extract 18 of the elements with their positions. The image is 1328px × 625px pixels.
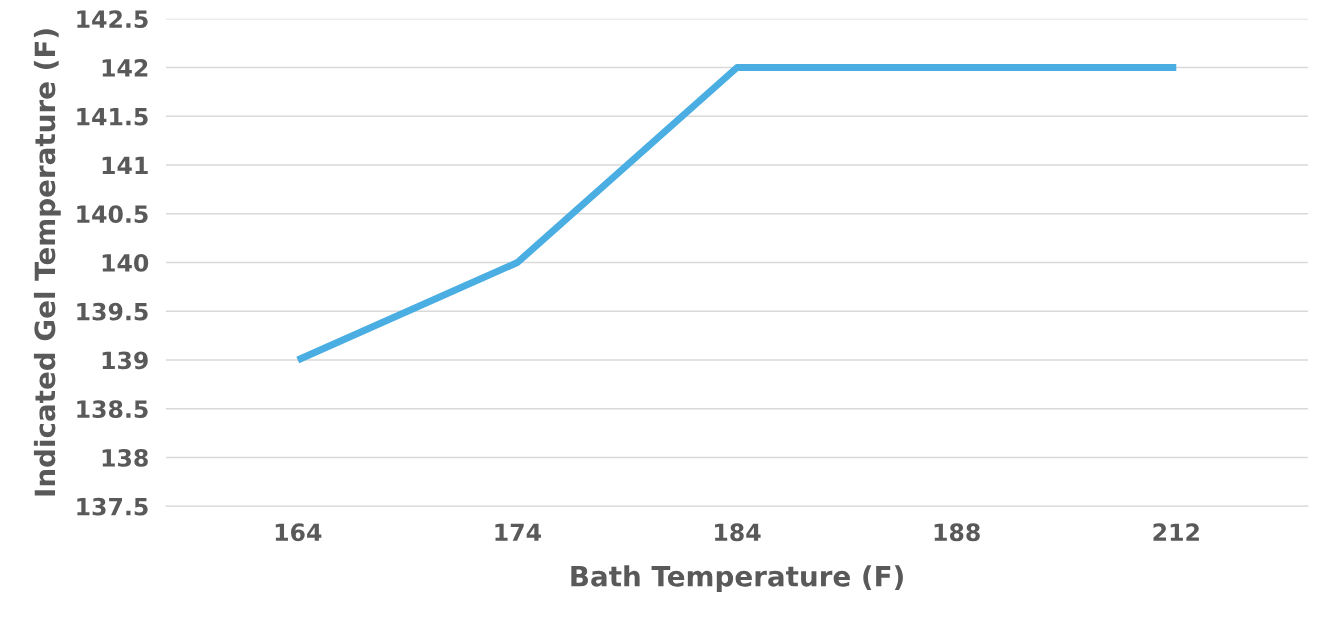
y-tick-label: 139.5 xyxy=(77,302,148,321)
y-tick-label: 138.5 xyxy=(77,400,148,419)
x-tick-label: 174 xyxy=(495,523,541,541)
x-axis-title: Bath Temperature (F) xyxy=(571,565,903,593)
y-tick-label: 140 xyxy=(102,253,149,272)
y-tick-label: 142 xyxy=(102,58,148,77)
y-tick-label: 141.5 xyxy=(77,108,148,126)
y-tick-label: 141 xyxy=(102,156,148,174)
x-tick-label: 164 xyxy=(275,523,322,542)
y-tick-label: 142.5 xyxy=(77,10,148,29)
y-tick-label: 137.5 xyxy=(77,497,148,516)
x-tick-label: 212 xyxy=(1153,523,1199,541)
x-tick-label: 184 xyxy=(715,523,761,542)
y-axis-title: Indicated Gel Temperature (F) xyxy=(33,29,61,496)
x-tick-label: 188 xyxy=(934,523,980,542)
y-tick-label: 140.5 xyxy=(77,205,148,224)
y-tick-label: 138 xyxy=(102,448,148,467)
y-tick-label: 139 xyxy=(102,351,148,370)
